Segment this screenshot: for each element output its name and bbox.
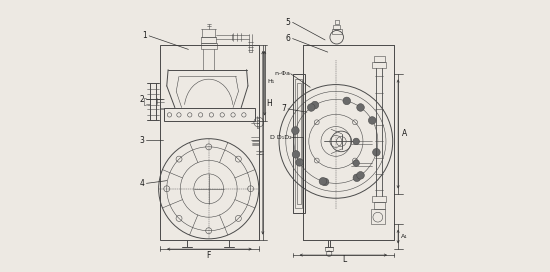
Circle shape	[307, 104, 315, 111]
Bar	[372, 61, 386, 68]
Text: 5: 5	[285, 18, 290, 27]
Circle shape	[319, 178, 327, 185]
Text: A₁: A₁	[402, 234, 408, 239]
Text: F: F	[206, 251, 211, 259]
Text: H₁: H₁	[267, 79, 274, 84]
Text: A: A	[402, 129, 407, 138]
Text: 4: 4	[139, 179, 144, 188]
Bar	[296, 83, 301, 204]
Circle shape	[292, 127, 299, 134]
Circle shape	[292, 151, 300, 158]
Bar	[374, 56, 384, 61]
Circle shape	[343, 97, 350, 105]
Bar	[374, 202, 384, 209]
Bar	[201, 43, 217, 50]
Text: H: H	[266, 99, 272, 108]
Bar	[333, 24, 340, 29]
Circle shape	[353, 160, 360, 166]
Text: 6: 6	[285, 34, 290, 43]
Text: D D₁D₂: D D₁D₂	[270, 135, 292, 140]
Bar	[160, 45, 258, 240]
Circle shape	[357, 172, 364, 179]
Circle shape	[311, 101, 318, 109]
Text: 2: 2	[140, 95, 144, 104]
Circle shape	[353, 138, 360, 145]
Circle shape	[357, 104, 364, 111]
Circle shape	[296, 159, 304, 166]
Circle shape	[321, 178, 329, 186]
Bar	[372, 196, 386, 202]
Bar	[295, 79, 302, 208]
Circle shape	[372, 149, 380, 156]
Text: n–Φa: n–Φa	[274, 71, 290, 76]
Bar	[293, 74, 305, 213]
Text: 7: 7	[281, 104, 286, 113]
Bar	[371, 209, 384, 224]
Bar	[201, 37, 216, 43]
Text: L: L	[342, 255, 346, 264]
Circle shape	[368, 117, 376, 124]
Text: 1: 1	[142, 31, 147, 40]
Circle shape	[353, 174, 361, 181]
Text: 3: 3	[139, 135, 144, 144]
Bar	[164, 108, 255, 121]
Bar	[332, 29, 342, 34]
